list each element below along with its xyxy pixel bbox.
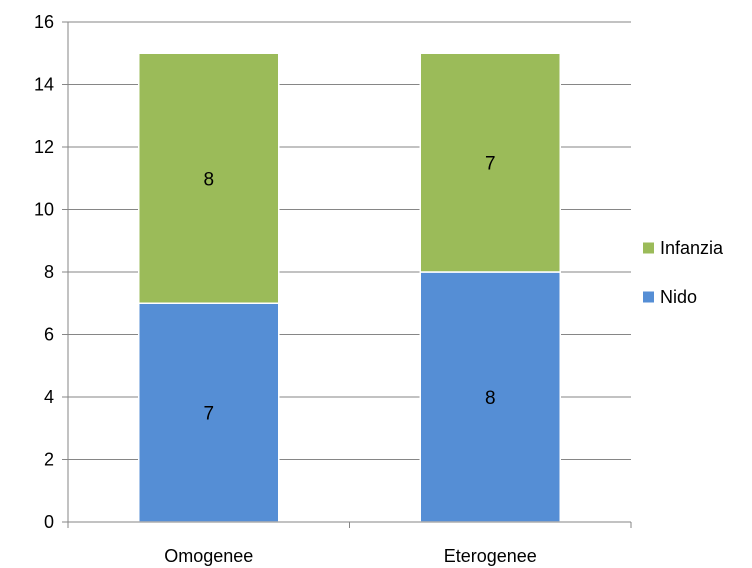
legend-label-nido: Nido	[660, 287, 697, 307]
data-label: 8	[203, 169, 214, 190]
y-tick-label: 4	[44, 387, 54, 407]
data-label: 8	[485, 388, 496, 409]
y-tick-label: 16	[34, 12, 54, 32]
bar-segment-infanzia	[138, 52, 280, 304]
data-label: 7	[203, 404, 214, 425]
y-tick-label: 2	[44, 450, 54, 470]
legend-swatch-infanzia	[643, 242, 654, 254]
bar-segment-nido	[138, 302, 280, 523]
legend-swatch-nido	[643, 291, 654, 303]
legend: Infanzia Nido	[643, 238, 724, 307]
x-tick-label: Omogenee	[164, 546, 253, 566]
legend-label-infanzia: Infanzia	[660, 238, 724, 258]
x-tick-label: Eterogenee	[444, 546, 537, 566]
data-label: 7	[485, 154, 496, 175]
bars	[138, 52, 561, 523]
y-tick-label: 14	[34, 75, 54, 95]
bar-segment-infanzia	[419, 52, 561, 273]
y-tick-label: 10	[34, 200, 54, 220]
axes: 0 2 4 6 8 10 12 14 16 Omogenee Eterogenee	[34, 12, 632, 566]
y-tick-label: 8	[44, 262, 54, 282]
y-tick-label: 0	[44, 512, 54, 532]
bar-segment-nido	[419, 271, 561, 523]
y-tick-label: 6	[44, 325, 54, 345]
y-tick-label: 12	[34, 137, 54, 157]
data-labels: 7 8 8 7	[203, 154, 495, 425]
